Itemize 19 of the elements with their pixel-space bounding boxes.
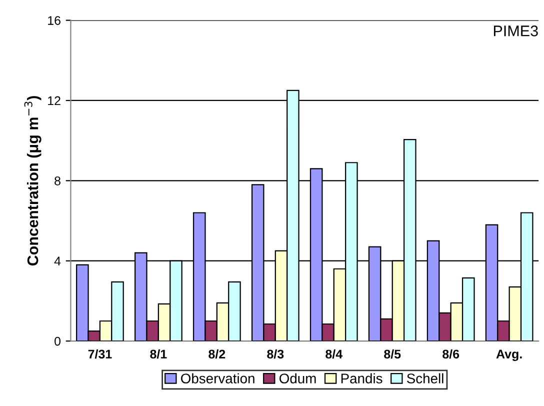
- legend-label: Schell: [406, 373, 444, 384]
- y-axis-title: Concentration (μg m$^{−3}$): [24, 96, 42, 266]
- y-tick-label: 8: [54, 176, 60, 186]
- y-tick-label: 4: [54, 256, 61, 266]
- legend-label: Observation: [181, 373, 254, 384]
- x-tick-label: 8/1: [150, 349, 167, 359]
- y-tick-label: 12: [48, 96, 60, 106]
- x-tick-label: 8/6: [442, 349, 460, 359]
- x-tick-label: 8/5: [384, 349, 401, 359]
- x-tick-label: 8/2: [208, 349, 226, 359]
- x-tick-label: Avg.: [496, 350, 522, 362]
- x-tick-label: 8/3: [267, 349, 284, 359]
- y-tick-label: 16: [48, 16, 60, 25]
- y-tick-label: 0: [54, 336, 61, 346]
- x-tick-label: 7/31: [88, 349, 112, 359]
- legend-label: Odum: [280, 373, 316, 384]
- x-tick-label: 8/4: [326, 349, 342, 359]
- legend-label: Pandis: [341, 373, 382, 384]
- chart-title: PIME3: [494, 26, 538, 36]
